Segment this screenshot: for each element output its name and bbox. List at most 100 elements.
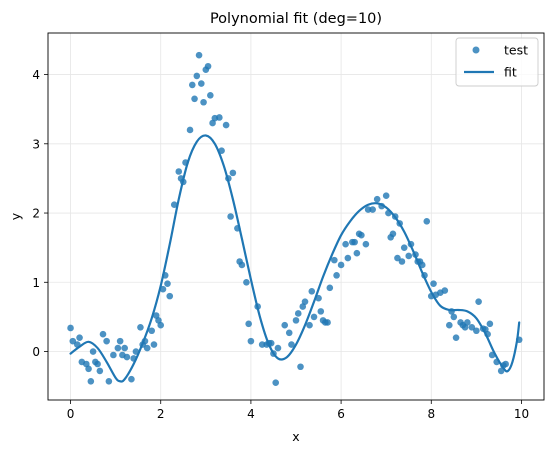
data-point	[216, 114, 223, 121]
data-point	[285, 329, 293, 337]
data-point	[331, 256, 338, 264]
data-point	[204, 62, 212, 70]
data-point	[294, 310, 302, 317]
data-point	[344, 254, 352, 262]
data-point	[198, 80, 205, 87]
data-point	[369, 206, 376, 213]
data-point	[270, 350, 277, 357]
data-point	[164, 280, 171, 287]
data-point	[195, 51, 203, 59]
data-point	[418, 261, 426, 269]
data-point	[497, 367, 505, 375]
data-point	[358, 231, 365, 239]
data-point	[351, 238, 358, 246]
data-point	[378, 202, 385, 210]
plot-frame	[47, 32, 545, 401]
data-point	[200, 98, 207, 106]
data-point	[116, 337, 124, 345]
data-point	[222, 121, 230, 129]
data-point	[421, 272, 428, 279]
data-point	[441, 287, 449, 294]
y-axis-label: y	[8, 212, 23, 220]
data-point	[407, 240, 415, 248]
data-point	[385, 209, 392, 217]
data-point	[464, 319, 471, 326]
data-point	[317, 308, 325, 315]
data-point	[159, 285, 167, 293]
data-point	[254, 303, 261, 310]
data-point	[96, 367, 104, 375]
data-point	[128, 375, 135, 383]
legend: test fit	[455, 37, 539, 87]
data-point	[69, 337, 77, 345]
data-point	[326, 284, 334, 292]
scatter-layer	[67, 51, 523, 386]
data-point	[94, 360, 101, 368]
data-point	[130, 355, 137, 362]
fit-line	[69, 134, 521, 383]
x-tick-label: 10	[514, 407, 529, 421]
y-tick-label: 3	[32, 137, 40, 151]
data-point	[515, 336, 523, 344]
data-point	[258, 341, 266, 348]
data-point	[475, 298, 482, 305]
data-point	[85, 365, 92, 373]
chart-title: Polynomial fit (deg=10)	[210, 11, 382, 27]
data-point	[132, 348, 140, 355]
data-point	[143, 344, 151, 352]
data-point	[227, 213, 234, 220]
data-point	[218, 147, 225, 155]
data-point	[238, 261, 246, 269]
data-point	[99, 330, 107, 338]
data-point	[333, 272, 340, 279]
x-tick-label: 6	[337, 407, 345, 421]
data-point	[324, 319, 331, 326]
data-point	[342, 240, 349, 248]
data-point	[243, 278, 250, 286]
data-point	[448, 308, 455, 315]
data-point	[281, 321, 289, 329]
data-point	[225, 175, 232, 182]
x-tick-label: 0	[67, 407, 75, 421]
data-point	[502, 360, 509, 368]
y-tick-label: 1	[32, 276, 40, 290]
data-point	[452, 334, 460, 341]
data-point	[288, 341, 295, 348]
data-point	[267, 339, 275, 347]
legend-test-label: test	[504, 43, 528, 58]
data-point	[148, 327, 156, 335]
data-point	[308, 287, 316, 295]
x-tick-label: 4	[247, 407, 255, 421]
data-point	[137, 323, 144, 331]
data-point	[430, 280, 437, 287]
data-point	[389, 230, 397, 238]
data-point	[121, 344, 128, 352]
data-point	[110, 351, 117, 359]
data-point	[473, 327, 480, 335]
grid	[48, 33, 544, 400]
data-point	[400, 244, 408, 251]
data-point	[166, 292, 174, 300]
data-point	[123, 353, 131, 361]
data-point	[105, 378, 113, 385]
data-point	[188, 81, 196, 89]
data-point	[114, 344, 122, 352]
data-point	[423, 218, 431, 225]
data-point	[179, 178, 187, 186]
data-point	[87, 378, 95, 385]
data-point	[310, 313, 318, 321]
data-point	[493, 358, 500, 366]
data-point	[161, 272, 169, 279]
y-tick-label: 2	[32, 207, 40, 221]
data-point	[446, 321, 453, 329]
data-point	[74, 341, 81, 348]
data-point	[272, 379, 280, 386]
data-point	[391, 213, 399, 220]
data-point	[182, 159, 189, 166]
data-point	[207, 92, 214, 99]
data-point	[337, 261, 345, 269]
data-point	[157, 321, 165, 329]
legend-test-marker	[472, 46, 480, 54]
data-point	[245, 320, 252, 328]
